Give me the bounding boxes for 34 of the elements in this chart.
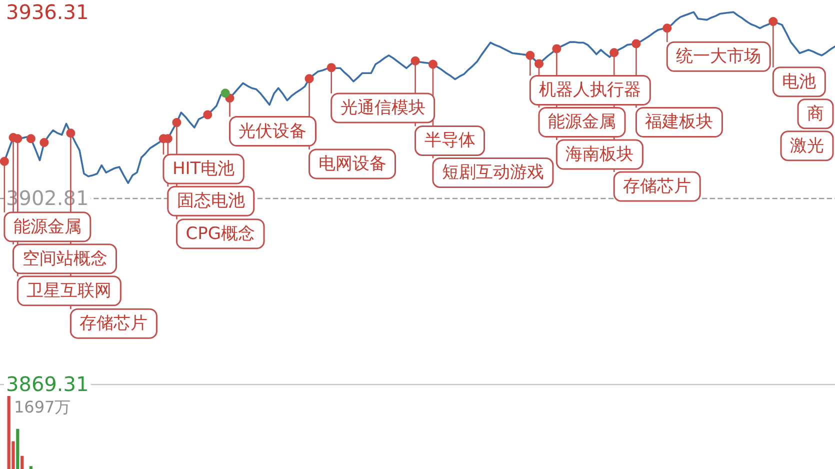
annotation: 电池: [782, 72, 816, 92]
bar: [20, 456, 24, 469]
annotation: 能源金属: [548, 112, 616, 132]
point: [534, 59, 544, 68]
annotation: 海南板块: [566, 144, 634, 165]
annotation: 能源金属: [13, 216, 82, 237]
annotation: 激光: [790, 136, 824, 156]
point: [428, 60, 438, 69]
annotation: 机器人执行器: [539, 80, 642, 100]
annotation: 半导体: [424, 130, 476, 151]
annotation: 商: [807, 104, 824, 124]
point: [26, 134, 36, 144]
y-tick-label: 3936.31: [6, 0, 89, 24]
annotation: 短剧互动游戏: [442, 162, 544, 183]
point: [220, 88, 230, 98]
annotation: 电网设备: [318, 154, 386, 174]
annotation: 固态电池: [176, 191, 245, 212]
annotation: 统一大市场: [676, 46, 762, 67]
annotation: 光伏设备: [238, 121, 307, 142]
annotation: 1697万: [14, 398, 71, 416]
y-tick-label: 3869.31: [6, 372, 89, 396]
annotation: 卫星互联网: [26, 280, 112, 301]
point: [0, 156, 9, 166]
annotation: 福建板块: [645, 112, 714, 132]
annotation: CPG概念: [186, 224, 256, 244]
annotation: 存储芯片: [623, 176, 692, 197]
bar: [29, 466, 32, 469]
annotation: 空间站概念: [22, 248, 108, 269]
annotation: 光通信模块: [340, 98, 426, 118]
bar: [16, 428, 20, 469]
point: [40, 138, 49, 148]
point: [203, 110, 212, 120]
annotation: HIT电池: [172, 159, 235, 180]
annotation: 存储芯片: [80, 314, 148, 334]
